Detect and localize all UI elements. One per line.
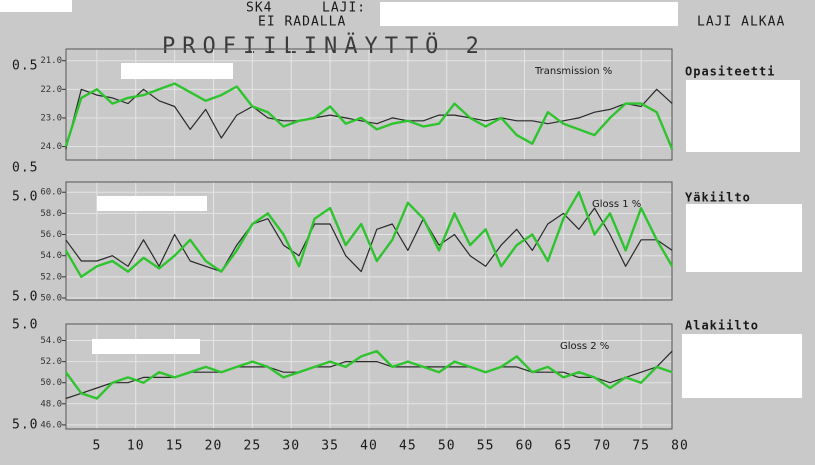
redacted-box <box>686 204 802 272</box>
y-tick-label: 22.0 <box>40 85 62 95</box>
scale-label: 5.0 <box>12 190 38 205</box>
plot-frame <box>65 48 673 161</box>
scale-label: 5.0 <box>12 290 38 305</box>
y-tick-label: 50.0 <box>40 294 62 304</box>
x-tick-label: 55 <box>477 439 495 454</box>
y-tick-label: 56.0 <box>40 230 62 240</box>
y-tick-label: 24.0 <box>40 142 62 152</box>
redacted-box <box>686 80 800 152</box>
chart-title: Gloss 1 % <box>592 199 641 210</box>
scale-label: 5.0 <box>12 318 38 333</box>
header-laji-alkaa: LAJI ALKAA <box>697 15 785 30</box>
x-tick-label: 10 <box>127 439 145 454</box>
x-tick-label: 40 <box>360 439 378 454</box>
scale-label: 5.0 <box>12 418 38 433</box>
series-line <box>64 349 673 400</box>
x-tick-label: 70 <box>593 439 611 454</box>
x-tick-label: 30 <box>282 439 300 454</box>
y-tick-label: 46.0 <box>40 420 62 430</box>
y-tick-label: 50.0 <box>40 378 62 388</box>
series-line <box>64 82 674 150</box>
redacted-box <box>97 196 207 211</box>
x-tick-label: 35 <box>321 439 339 454</box>
header-status: EI RADALLA <box>258 15 346 30</box>
x-tick-label: 50 <box>438 439 456 454</box>
redacted-box <box>121 63 233 79</box>
plot-frame <box>65 323 673 430</box>
series-line <box>65 207 673 273</box>
scale-label: 0.5 <box>12 59 38 74</box>
x-tick-label: 5 <box>92 439 101 454</box>
y-tick-label: 60.0 <box>40 188 62 198</box>
x-tick-label: 80 <box>671 439 689 454</box>
side-label: Opasiteetti <box>685 65 775 79</box>
x-tick-label: 60 <box>516 439 534 454</box>
y-tick-label: 54.0 <box>40 251 62 261</box>
y-tick-label: 21.0 <box>40 56 62 66</box>
y-tick-label: 52.0 <box>40 272 62 282</box>
series-line <box>64 191 674 278</box>
redacted-box <box>0 0 72 12</box>
redacted-box <box>380 2 678 26</box>
redacted-box <box>92 339 200 354</box>
y-tick-label: 54.0 <box>40 336 62 346</box>
y-tick-label: 58.0 <box>40 209 62 219</box>
side-label: Alakiilto <box>685 319 759 333</box>
screen-title: PROFIILINÄYTTÖ 2 <box>162 33 486 59</box>
redacted-box <box>682 334 802 398</box>
y-tick-label: 48.0 <box>40 399 62 409</box>
x-tick-label: 20 <box>205 439 223 454</box>
header-laji-label: LAJI: <box>322 1 366 16</box>
y-tick-label: 52.0 <box>40 357 62 367</box>
x-tick-label: 15 <box>166 439 184 454</box>
x-tick-label: 75 <box>632 439 650 454</box>
x-tick-label: 25 <box>244 439 262 454</box>
header-sk: SK4 <box>246 1 272 16</box>
chart-title: Transmission % <box>534 66 612 77</box>
chart-title: Gloss 2 % <box>560 341 609 352</box>
side-label: Yäkiilto <box>685 191 751 205</box>
x-tick-label: 65 <box>555 439 573 454</box>
y-tick-label: 23.0 <box>40 113 62 123</box>
scale-label: 0.5 <box>12 161 38 176</box>
x-tick-label: 45 <box>399 439 417 454</box>
